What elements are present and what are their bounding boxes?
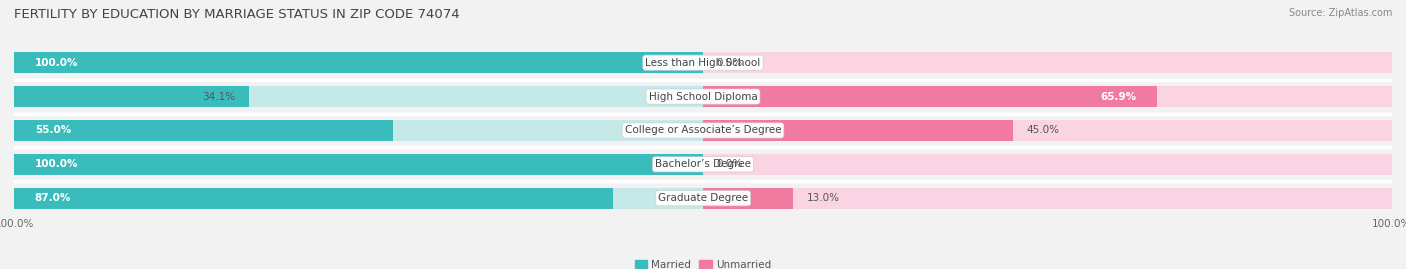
Text: Graduate Degree: Graduate Degree bbox=[658, 193, 748, 203]
Text: 87.0%: 87.0% bbox=[35, 193, 72, 203]
Bar bbox=[703, 86, 1157, 107]
Bar bbox=[14, 154, 703, 175]
Text: 45.0%: 45.0% bbox=[1026, 125, 1060, 136]
Bar bbox=[14, 188, 703, 209]
Bar bbox=[14, 86, 249, 107]
Legend: Married, Unmarried: Married, Unmarried bbox=[630, 256, 776, 269]
Bar bbox=[14, 52, 703, 73]
Bar bbox=[703, 120, 1392, 141]
Bar bbox=[14, 120, 703, 141]
Text: 13.0%: 13.0% bbox=[807, 193, 839, 203]
Bar bbox=[703, 188, 1392, 209]
Text: 0.0%: 0.0% bbox=[717, 58, 742, 68]
Bar bbox=[703, 154, 1392, 175]
Text: FERTILITY BY EDUCATION BY MARRIAGE STATUS IN ZIP CODE 74074: FERTILITY BY EDUCATION BY MARRIAGE STATU… bbox=[14, 8, 460, 21]
Bar bbox=[14, 154, 703, 175]
Bar bbox=[703, 52, 1392, 73]
Bar bbox=[703, 120, 1012, 141]
Text: 100.0%: 100.0% bbox=[35, 159, 79, 169]
Text: Bachelor’s Degree: Bachelor’s Degree bbox=[655, 159, 751, 169]
Bar bbox=[14, 86, 703, 107]
Text: Source: ZipAtlas.com: Source: ZipAtlas.com bbox=[1288, 8, 1392, 18]
Bar bbox=[703, 188, 793, 209]
Text: 55.0%: 55.0% bbox=[35, 125, 70, 136]
Text: College or Associate’s Degree: College or Associate’s Degree bbox=[624, 125, 782, 136]
Text: High School Diploma: High School Diploma bbox=[648, 91, 758, 102]
Bar bbox=[14, 188, 613, 209]
Text: 0.0%: 0.0% bbox=[717, 159, 742, 169]
Bar bbox=[14, 120, 394, 141]
Text: 65.9%: 65.9% bbox=[1101, 91, 1136, 102]
Bar bbox=[703, 86, 1392, 107]
Text: 34.1%: 34.1% bbox=[202, 91, 235, 102]
Text: Less than High School: Less than High School bbox=[645, 58, 761, 68]
Bar bbox=[14, 52, 703, 73]
Text: 100.0%: 100.0% bbox=[35, 58, 79, 68]
